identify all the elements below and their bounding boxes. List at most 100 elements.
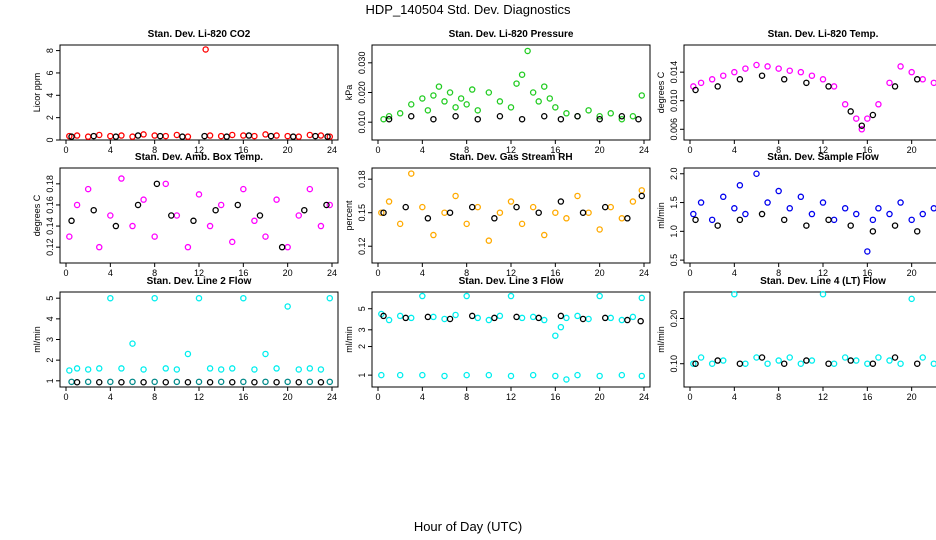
data-point	[435, 83, 443, 90]
x-tick-label: 16	[238, 392, 248, 402]
data-point	[195, 191, 203, 198]
data-point	[118, 365, 125, 372]
data-point	[541, 231, 548, 239]
data-point	[446, 89, 454, 96]
data-point	[507, 292, 515, 300]
data-point	[491, 215, 498, 222]
plot-frame	[683, 291, 936, 388]
data-point	[607, 203, 615, 211]
data-point	[930, 79, 936, 87]
data-point	[385, 198, 393, 205]
data-point	[206, 365, 214, 372]
x-tick-label: 12	[506, 268, 516, 278]
data-point	[853, 210, 860, 218]
data-point	[786, 354, 794, 361]
data-point	[240, 294, 247, 302]
data-point	[607, 314, 615, 322]
x-tick-label: 20	[595, 145, 605, 155]
data-point	[638, 192, 646, 200]
y-tick-label: 6	[45, 70, 55, 75]
data-point	[618, 215, 626, 222]
data-point	[396, 312, 404, 320]
data-point	[563, 314, 570, 322]
data-point	[380, 209, 387, 216]
data-point	[596, 292, 603, 300]
y-tick-label: 2	[45, 115, 55, 120]
data-point	[396, 220, 404, 228]
y-tick-label: 2	[357, 344, 367, 349]
data-point	[446, 315, 454, 323]
data-point	[419, 95, 426, 102]
data-point	[245, 132, 253, 139]
data-point	[474, 115, 481, 123]
data-point	[563, 376, 570, 383]
data-point	[808, 210, 816, 218]
data-point	[714, 222, 721, 229]
data-point	[736, 76, 744, 83]
x-tick-label: 0	[63, 145, 68, 155]
data-point	[518, 71, 526, 78]
data-point	[457, 95, 465, 102]
x-tick-label: 16	[550, 145, 560, 155]
data-point	[714, 83, 721, 90]
x-tick-label: 4	[732, 268, 737, 278]
data-point	[897, 199, 904, 206]
x-tick-label: 16	[238, 268, 248, 278]
data-point	[419, 292, 426, 300]
y-tick-label: 0.12	[357, 237, 367, 255]
data-point	[579, 209, 587, 216]
data-point	[223, 133, 230, 140]
data-point	[251, 378, 258, 386]
data-point	[629, 198, 637, 205]
data-point	[780, 216, 788, 224]
data-point	[886, 210, 893, 218]
data-point	[891, 354, 899, 361]
data-point	[690, 210, 697, 218]
data-point	[262, 378, 269, 386]
data-point	[825, 83, 832, 90]
data-point	[825, 360, 832, 367]
y-tick-label: 0.014	[669, 61, 679, 84]
data-point	[140, 131, 147, 138]
data-point	[317, 366, 325, 373]
data-point	[424, 107, 432, 114]
x-tick-label: 4	[108, 145, 113, 155]
data-point	[596, 372, 603, 380]
data-point	[140, 196, 147, 203]
data-point	[396, 110, 404, 117]
data-point	[742, 360, 749, 367]
data-point	[736, 216, 744, 224]
data-point	[118, 378, 125, 386]
data-point	[90, 206, 97, 214]
x-tick-label: 20	[907, 268, 917, 278]
y-axis-label: degrees C	[32, 194, 42, 236]
data-point	[775, 357, 782, 364]
data-point	[212, 206, 219, 214]
data-point	[513, 80, 520, 87]
x-tick-label: 4	[420, 268, 425, 278]
data-point	[708, 76, 716, 83]
x-tick-label: 20	[907, 392, 917, 402]
data-point	[463, 292, 470, 300]
data-point	[407, 113, 415, 120]
x-tick-label: 24	[327, 268, 337, 278]
data-point	[869, 360, 877, 367]
y-tick-label: 0.15	[357, 204, 367, 222]
data-point	[557, 312, 565, 320]
data-point	[140, 366, 147, 373]
data-point	[273, 365, 280, 372]
data-point	[819, 290, 827, 298]
data-point	[908, 216, 915, 224]
panel-2: Stan. Dev. Li-820 Pressure 0 4 8 12 16 20 24 0.0…	[344, 29, 651, 155]
data-point	[234, 201, 242, 209]
data-point	[463, 101, 470, 108]
data-point	[228, 238, 236, 246]
data-point	[908, 295, 915, 303]
data-point	[864, 360, 871, 367]
data-point	[184, 243, 192, 251]
x-tick-label: 8	[464, 145, 469, 155]
data-point	[596, 113, 603, 120]
x-tick-label: 8	[152, 392, 157, 402]
